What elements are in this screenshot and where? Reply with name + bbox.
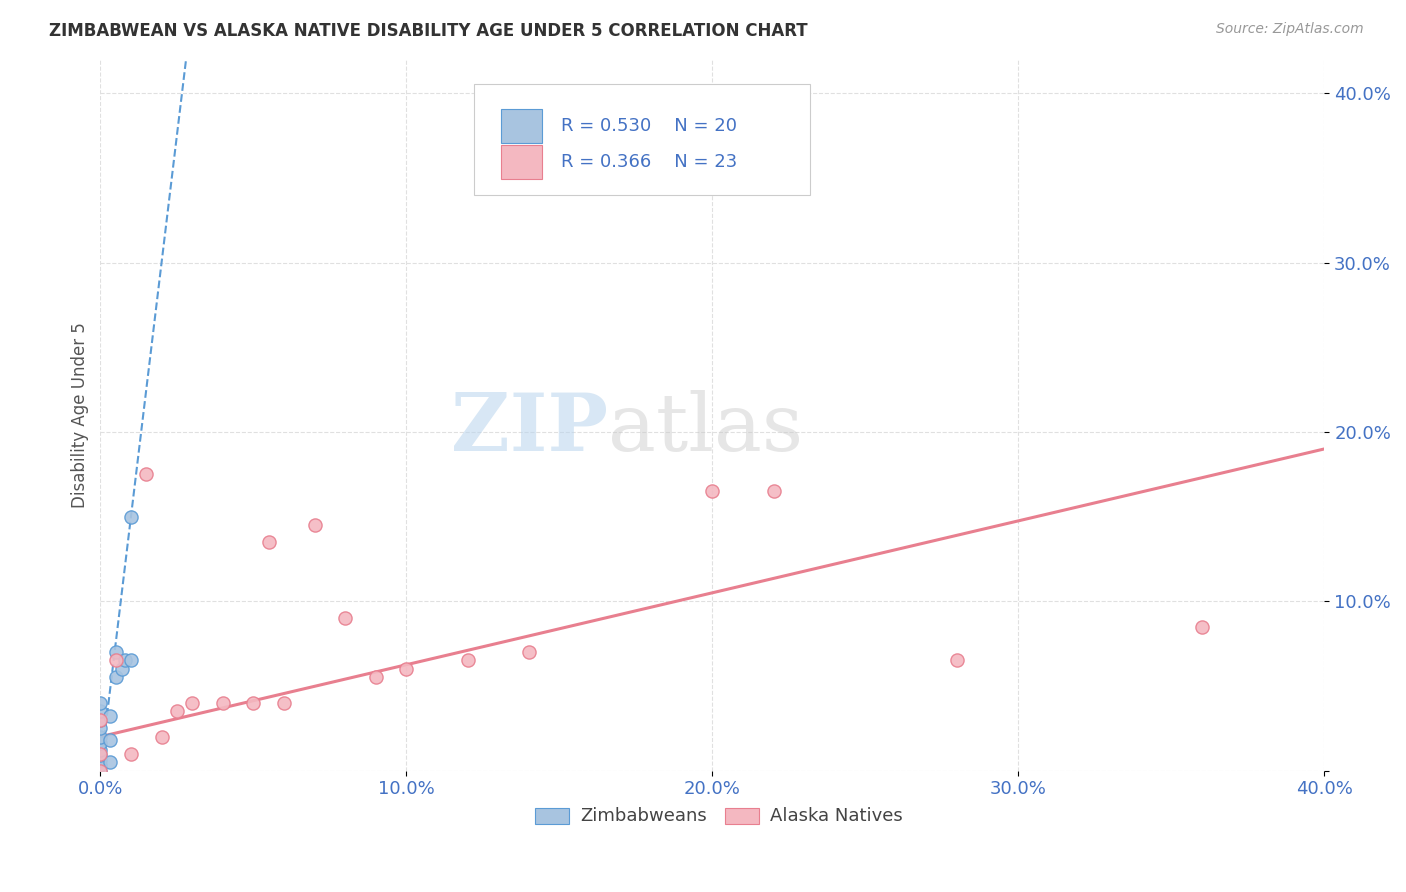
Point bbox=[946, 653, 969, 667]
Point bbox=[1191, 620, 1213, 634]
Point bbox=[762, 484, 785, 499]
Text: Zimbabweans: Zimbabweans bbox=[581, 807, 707, 825]
Point bbox=[104, 653, 127, 667]
Point bbox=[150, 730, 173, 744]
Point bbox=[395, 662, 418, 676]
Point bbox=[89, 748, 111, 763]
Point bbox=[242, 696, 264, 710]
Point bbox=[98, 709, 121, 723]
Point bbox=[89, 696, 111, 710]
Point bbox=[120, 509, 142, 524]
Point bbox=[89, 764, 111, 778]
Point bbox=[135, 467, 157, 482]
Point bbox=[89, 730, 111, 744]
Point bbox=[104, 645, 127, 659]
Bar bbox=[501, 145, 543, 179]
Point bbox=[89, 747, 111, 761]
Point bbox=[181, 696, 204, 710]
Point bbox=[211, 696, 233, 710]
Text: R = 0.530    N = 20: R = 0.530 N = 20 bbox=[561, 118, 737, 136]
Text: Source: ZipAtlas.com: Source: ZipAtlas.com bbox=[1216, 22, 1364, 37]
Point bbox=[89, 704, 111, 718]
Point bbox=[98, 733, 121, 747]
Point bbox=[273, 696, 295, 710]
Point bbox=[166, 704, 188, 718]
Point bbox=[702, 484, 724, 499]
Point bbox=[457, 653, 479, 667]
Point bbox=[89, 713, 111, 727]
Point bbox=[89, 758, 111, 772]
Point bbox=[89, 743, 111, 757]
Text: Alaska Natives: Alaska Natives bbox=[770, 807, 903, 825]
Point bbox=[120, 747, 142, 761]
Bar bbox=[501, 110, 543, 144]
Point bbox=[364, 670, 387, 684]
Point bbox=[98, 755, 121, 769]
Text: atlas: atlas bbox=[609, 391, 803, 468]
Point bbox=[517, 645, 540, 659]
Y-axis label: Disability Age Under 5: Disability Age Under 5 bbox=[72, 322, 89, 508]
Point bbox=[114, 653, 136, 667]
Text: R = 0.366    N = 23: R = 0.366 N = 23 bbox=[561, 153, 737, 171]
FancyBboxPatch shape bbox=[474, 85, 810, 194]
Point bbox=[89, 736, 111, 750]
Point bbox=[333, 611, 356, 625]
Point bbox=[89, 753, 111, 767]
Point bbox=[89, 713, 111, 727]
Point bbox=[104, 670, 127, 684]
Point bbox=[257, 535, 280, 549]
Point bbox=[111, 662, 134, 676]
Text: ZIMBABWEAN VS ALASKA NATIVE DISABILITY AGE UNDER 5 CORRELATION CHART: ZIMBABWEAN VS ALASKA NATIVE DISABILITY A… bbox=[49, 22, 808, 40]
Text: ZIP: ZIP bbox=[451, 391, 609, 468]
Point bbox=[89, 721, 111, 735]
Point bbox=[120, 653, 142, 667]
Bar bbox=[534, 808, 569, 824]
Point bbox=[89, 764, 111, 778]
Point bbox=[304, 518, 326, 533]
Bar bbox=[724, 808, 759, 824]
